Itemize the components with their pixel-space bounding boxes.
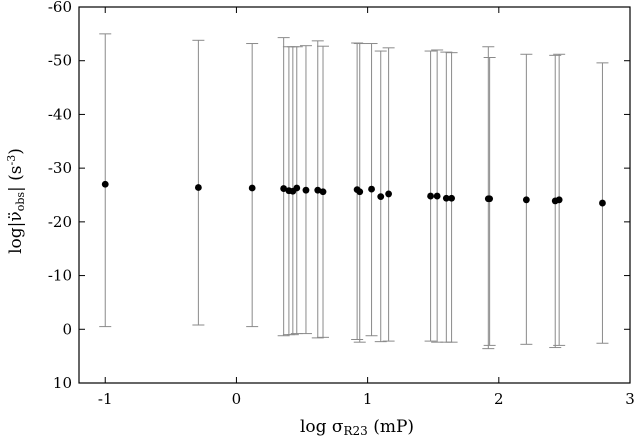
data-point — [194, 184, 202, 191]
data-point — [248, 184, 256, 192]
data-point — [385, 190, 393, 198]
plot-frame — [78, 6, 631, 384]
data-point — [433, 192, 441, 200]
y-tick-label: -40 — [48, 105, 72, 123]
y-tick-label: -10 — [48, 267, 72, 285]
data-point — [368, 185, 375, 193]
x-axis-ticks: -1 0 1 2 3 — [98, 7, 635, 408]
x-tick-label: 1 — [363, 390, 373, 408]
y-tick-label: 10 — [53, 374, 72, 392]
data-point — [427, 192, 434, 200]
y-tick-label: -30 — [48, 159, 72, 177]
data-point — [319, 188, 327, 196]
data-point — [314, 186, 322, 194]
data-point — [302, 186, 310, 194]
y-axis-ticks: -60 -50 -40 -30 -20 -10 0 10 — [48, 0, 630, 392]
data-point — [377, 193, 385, 201]
y-tick-label: 0 — [62, 320, 72, 338]
error-bar — [192, 39, 205, 326]
error-bar — [99, 33, 112, 328]
data-point — [555, 196, 563, 204]
data-point — [280, 185, 288, 192]
data-point — [599, 199, 606, 207]
data-point — [442, 194, 450, 202]
errorbars-layer — [99, 33, 609, 350]
x-tick-label: -1 — [98, 390, 113, 408]
x-axis-label: log σR23 (mP) — [300, 417, 414, 438]
data-point — [293, 184, 301, 192]
x-tick-label: 2 — [494, 390, 504, 408]
data-point — [486, 195, 494, 203]
data-point — [101, 180, 109, 188]
x-tick-label: 0 — [232, 390, 242, 408]
y-axis-label: log|ν̈obs| (s-3) — [5, 148, 27, 254]
data-point — [448, 194, 455, 202]
y-tick-label: -60 — [48, 0, 72, 16]
y-tick-label: -20 — [48, 213, 72, 231]
data-point — [522, 196, 530, 204]
y-tick-label: -50 — [48, 52, 72, 70]
points-layer — [101, 180, 606, 207]
x-tick-label: 3 — [625, 390, 635, 408]
data-point — [356, 188, 364, 196]
